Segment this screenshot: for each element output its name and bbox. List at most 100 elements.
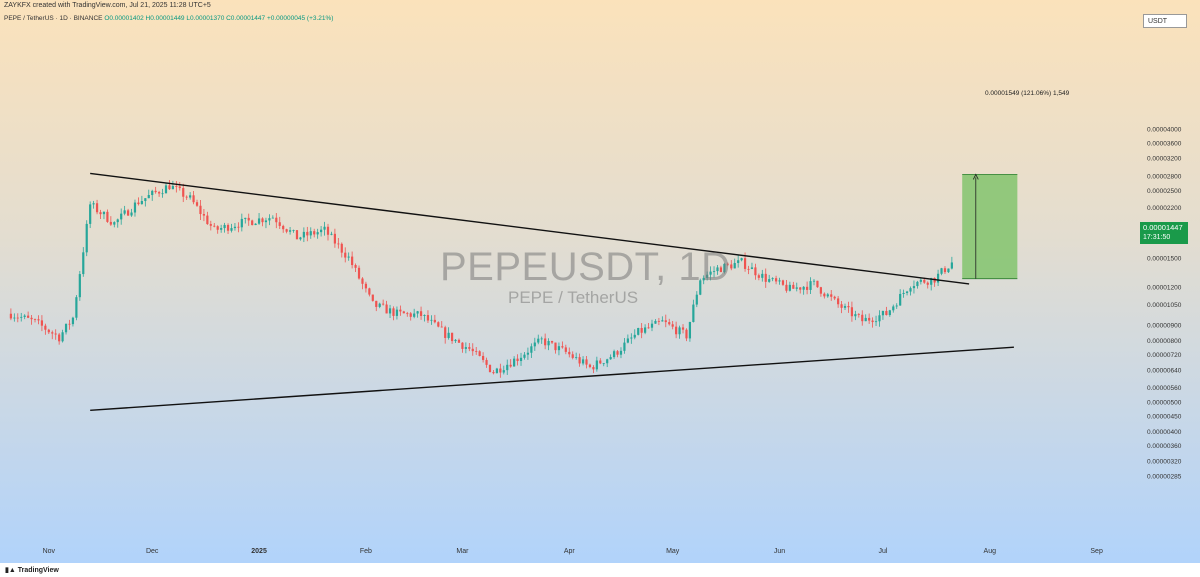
candle <box>495 367 498 374</box>
candle <box>616 349 619 358</box>
candle <box>164 182 168 194</box>
candle <box>154 186 157 194</box>
time-tick-label: Mar <box>456 548 469 555</box>
candle <box>609 354 612 360</box>
candle <box>650 319 654 332</box>
candle <box>61 329 64 343</box>
candle <box>123 205 126 216</box>
price-range-box[interactable] <box>962 174 1018 279</box>
price-tick-label: 0.00000500 <box>1147 400 1182 407</box>
candle <box>27 311 30 319</box>
candle <box>837 296 840 308</box>
candle <box>764 268 767 288</box>
time-tick-label: May <box>666 548 680 555</box>
candle <box>878 310 881 327</box>
candle <box>519 352 523 366</box>
candle <box>371 294 374 302</box>
candle <box>68 319 71 330</box>
candle <box>299 236 302 241</box>
candle <box>40 315 44 332</box>
candle <box>140 195 143 205</box>
candle <box>588 363 592 369</box>
price-tick-label: 0.00004000 <box>1147 126 1182 133</box>
candle <box>571 351 574 360</box>
candle <box>812 279 816 286</box>
candle <box>344 247 347 263</box>
tradingview-logo[interactable]: ▮▲ TradingView <box>5 566 59 574</box>
candle <box>692 299 695 323</box>
candle <box>64 323 68 335</box>
candle <box>226 223 230 234</box>
candle <box>664 314 667 328</box>
candle <box>709 266 712 281</box>
candle <box>413 308 416 319</box>
candle <box>309 227 312 239</box>
candle <box>564 344 567 355</box>
time-tick-label: Sep <box>1090 548 1103 555</box>
price-tick-label: 0.00000450 <box>1147 414 1182 421</box>
candle <box>695 291 698 308</box>
candle <box>409 311 412 321</box>
candle <box>516 354 519 366</box>
candle <box>433 314 436 324</box>
trendline-upper[interactable] <box>90 172 970 285</box>
candle <box>395 306 399 320</box>
candle <box>275 213 278 229</box>
candle <box>244 217 247 224</box>
symbol-line[interactable]: PEPE / TetherUS · 1D · BINANCE <box>4 15 103 22</box>
candle <box>554 342 557 354</box>
candle <box>213 222 216 228</box>
candle <box>768 274 771 283</box>
candle <box>874 315 878 327</box>
candle <box>492 370 495 375</box>
candle <box>843 303 847 310</box>
arrow-head-icon <box>972 173 979 180</box>
candle <box>630 333 633 344</box>
candle <box>9 308 12 321</box>
candle <box>475 347 478 355</box>
candle <box>726 262 729 267</box>
candle <box>644 324 647 335</box>
candle <box>716 265 719 275</box>
candle <box>257 212 261 225</box>
currency-badge[interactable]: USDT <box>1143 14 1187 28</box>
candle <box>668 318 671 326</box>
candle <box>581 356 585 366</box>
candle <box>30 315 33 325</box>
candle <box>712 266 716 278</box>
candle <box>464 342 467 354</box>
candle <box>109 216 112 226</box>
candle <box>192 191 195 205</box>
candle <box>468 343 471 352</box>
candle <box>930 277 933 291</box>
candle <box>382 299 385 306</box>
candle <box>678 325 681 339</box>
candle <box>316 228 319 239</box>
candle <box>388 304 392 318</box>
candle <box>599 358 602 365</box>
price-tick-label: 0.00001050 <box>1147 302 1182 309</box>
candle <box>657 317 660 326</box>
candle <box>437 321 440 328</box>
candle <box>706 271 709 281</box>
candle <box>120 208 123 225</box>
candle <box>537 334 540 345</box>
price-tick-label: 0.00000800 <box>1147 338 1182 345</box>
candle <box>268 214 271 226</box>
candle <box>892 304 895 313</box>
candle <box>251 219 254 226</box>
candle <box>182 183 185 203</box>
time-tick-label: 2025 <box>251 548 267 555</box>
candle <box>575 352 578 360</box>
candle <box>661 316 664 322</box>
candle <box>733 258 736 269</box>
candle <box>92 200 95 209</box>
trendline-lower[interactable] <box>90 346 1014 412</box>
price-tick-label: 0.00001500 <box>1147 255 1182 262</box>
candle <box>871 317 874 328</box>
candle <box>240 213 243 232</box>
candle <box>233 222 237 231</box>
candle <box>499 363 502 378</box>
